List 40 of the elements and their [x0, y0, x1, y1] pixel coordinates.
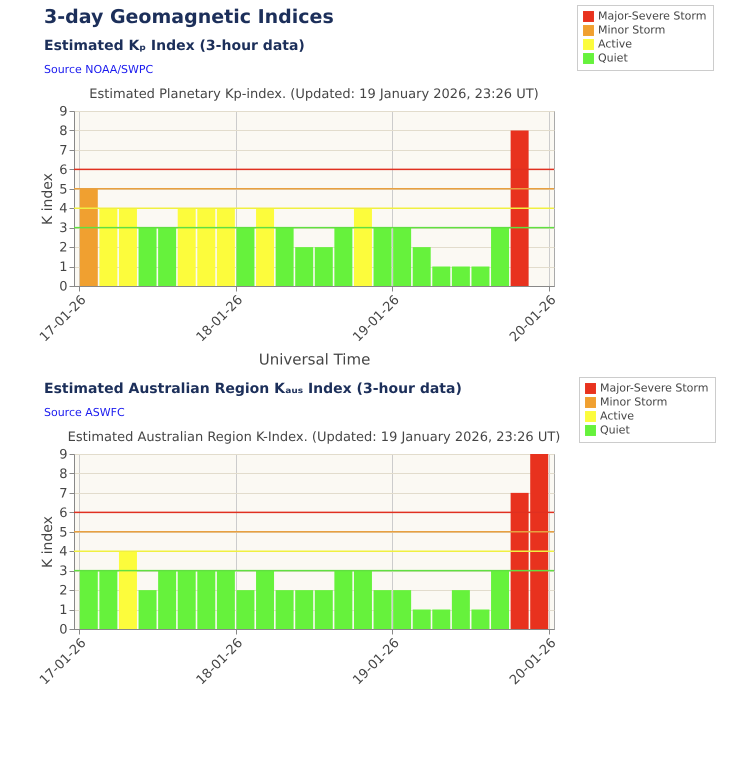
y-tick-label: 1 [59, 603, 68, 618]
text: Estimated Kₚ Index (3-hour data) [44, 38, 305, 54]
y-axis-title: K index [40, 173, 56, 225]
y-tick-label: 9 [59, 448, 68, 462]
y-tick-label: 2 [59, 240, 68, 256]
y-tick-label: 4 [59, 202, 68, 217]
text: 3-day Geomagnetic Indices [44, 6, 334, 28]
legend-label: Quiet [600, 424, 630, 436]
legend-label: Minor Storm [600, 396, 668, 408]
x-axis-title: Universal Time [258, 350, 370, 368]
y-tick-label: 2 [59, 584, 68, 599]
source-note: Source NOAA/SWPC [44, 63, 154, 76]
y-tick-label: 8 [59, 124, 68, 139]
y-tick-label: 8 [59, 466, 68, 482]
y-tick-label: 0 [59, 280, 68, 294]
chart-title: Estimated Australian Region K-Index. (Updated: 19 January 2026, 23:26 UT) [68, 430, 560, 445]
y-tick-label: 5 [59, 182, 68, 198]
chart-title: Estimated Planetary Kp-index. (Updated: 19 January 2026, 23:26 UT) [89, 87, 539, 102]
y-tick-label: 5 [59, 525, 68, 540]
y-tick-label: 6 [59, 162, 68, 178]
legend-label: Major-Severe Storm [598, 10, 706, 22]
y-tick-label: 1 [59, 260, 68, 276]
y-axis-title: K index [40, 516, 56, 568]
legend-label: Active [598, 38, 632, 50]
legend-label: Major-Severe Storm [600, 382, 708, 394]
y-tick-label: 9 [59, 104, 68, 120]
legend-label: Quiet [598, 52, 628, 64]
y-tick-label: 3 [59, 221, 68, 236]
legend-label: Active [600, 410, 634, 422]
y-tick-label: 7 [59, 486, 68, 502]
bar [80, 188, 98, 286]
y-tick-label: 4 [59, 544, 68, 560]
y-tick-label: 6 [59, 506, 68, 521]
y-tick-label: 0 [59, 622, 68, 638]
y-tick-label: 3 [59, 564, 68, 580]
bar [236, 228, 254, 286]
y-tick-label: 7 [59, 143, 68, 158]
source-note: Source ASWFC [44, 406, 125, 419]
text: Estimated Australian Region Kₐᵤₛ Index (3-hour data) [44, 381, 462, 397]
legend-label: Minor Storm [598, 24, 666, 36]
